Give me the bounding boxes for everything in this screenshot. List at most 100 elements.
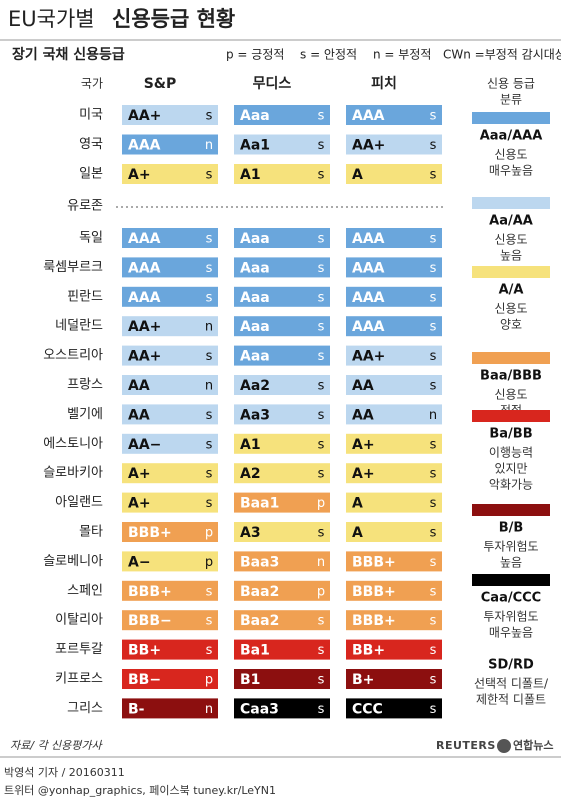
rating-cell [234,345,330,366]
rating: B- [128,701,145,717]
outlook: s [206,408,213,423]
rating-cell [234,492,330,513]
rating-cell [122,463,218,484]
rating-cell [234,134,330,155]
rating-cell [122,492,218,513]
rating: AAA [128,138,161,154]
rating: A− [128,554,151,570]
rating: A+ [128,466,151,482]
rating: AA+ [352,138,385,154]
outlook-key: p = 긍정적 [226,48,284,62]
rating-cell [122,522,218,542]
rating: AAA [352,108,385,124]
rating-cell [122,433,218,454]
outlook: s [430,673,437,688]
rating-cell [346,316,442,337]
rating-cell [234,698,330,719]
country-label: 룩셈부르크 [43,260,103,275]
outlook: s [206,614,213,629]
outlook: s [430,555,437,570]
rating: A3 [240,525,261,541]
title-prefix: EU국가별 [8,7,95,31]
rating: Aaa [240,319,270,335]
country-label: 에스토니아 [43,436,103,451]
reuters-logo: REUTERS [436,739,496,752]
legend-label: Ba/BB [489,427,532,442]
rating-cell [346,522,442,542]
rating-cell [234,669,330,689]
rating: Baa1 [240,496,279,512]
country-label: 미국 [79,108,103,123]
legend-label: Caa/CCC [481,591,541,606]
outlook-key: s = 안정적 [300,48,357,62]
rating: AA+ [128,349,161,365]
outlook: s [430,379,437,394]
outlook: s [430,526,437,541]
rating-cell [122,375,218,395]
outlook: s [318,526,325,541]
legend-label: Aa/AA [489,214,533,229]
legend-desc: 투자위험도 [483,610,538,624]
legend-label: A/A [499,283,524,298]
rating: AA [128,407,150,423]
outlook: s [430,138,437,153]
outlook: s [318,643,325,658]
rating: Caa3 [240,701,279,717]
outlook: s [430,614,437,629]
outlook: s [318,138,325,153]
rating: Aa3 [240,407,270,423]
outlook: s [318,437,325,452]
rating: A+ [128,496,151,512]
outlook: s [206,437,213,452]
rating: AAA [128,231,161,247]
rating: B+ [352,672,374,688]
legend-label: SD/RD [488,658,534,673]
legend-swatch [472,266,550,278]
outlook: n [205,702,213,717]
rating-cell [346,433,442,454]
outlook: s [206,109,213,124]
rating-cell [122,404,218,425]
rating: AA [352,407,374,423]
rating: BBB+ [128,584,172,600]
rating: BB+ [352,643,385,659]
rating-cell [122,257,218,278]
outlook: s [318,232,325,247]
outlook: s [318,320,325,335]
rating: AA− [128,437,161,453]
rating: A1 [240,437,261,453]
rating: Aa2 [240,378,270,394]
country-label: 영국 [79,137,103,152]
outlook: s [318,702,325,717]
outlook: p [205,526,213,541]
rating-cell [122,580,218,601]
rating: AAA [128,290,161,306]
rating: Aaa [240,290,270,306]
rating-cell [234,105,330,125]
outlook: s [430,261,437,276]
rating: Aaa [240,231,270,247]
outlook: s [430,702,437,717]
outlook: p [205,555,213,570]
rating: A+ [352,466,375,482]
outlook: s [318,379,325,394]
rating-cell [346,551,442,572]
outlook: n [205,379,213,394]
outlook: p [205,673,213,688]
country-label: 오스트리아 [43,348,103,363]
rating: A [352,525,363,541]
rating: BBB+ [352,554,396,570]
title-main: 신용등급 현황 [112,7,235,31]
rating-cell [122,551,218,572]
outlook: s [206,584,213,599]
outlook: s [430,437,437,452]
rating-cell [234,433,330,454]
rating: AA+ [352,349,385,365]
rating-cell [122,316,218,337]
rating: AAA [128,260,161,276]
outlook: s [318,408,325,423]
outlook: n [317,555,325,570]
rating-cell [234,257,330,278]
rating-cell [346,580,442,601]
